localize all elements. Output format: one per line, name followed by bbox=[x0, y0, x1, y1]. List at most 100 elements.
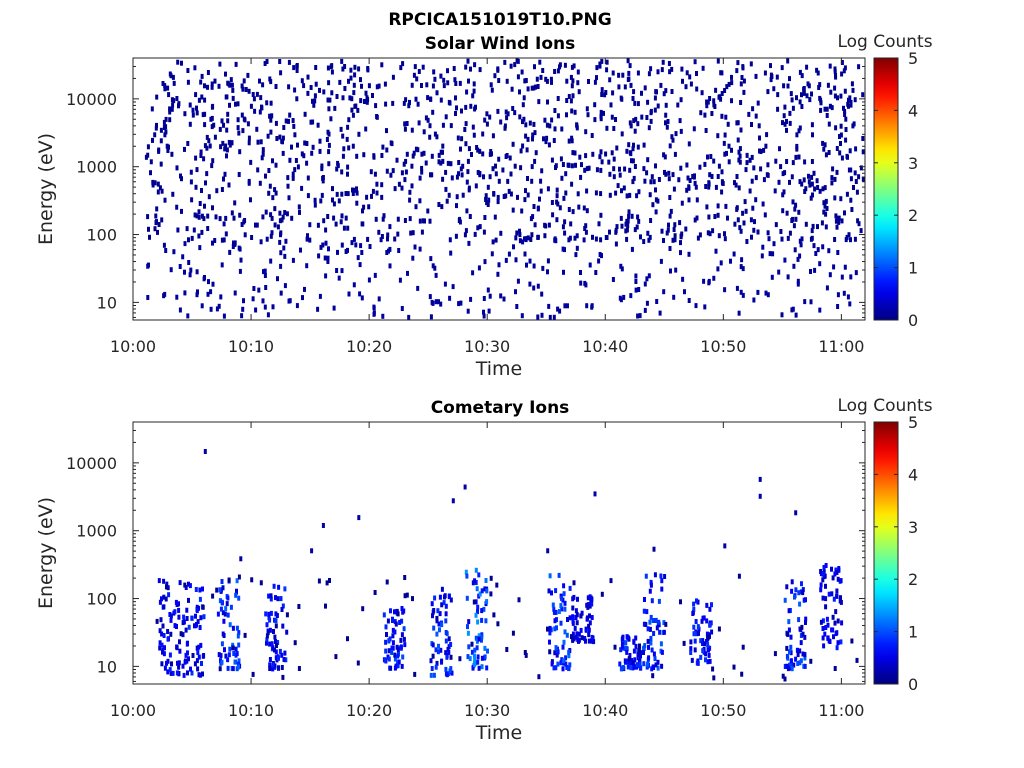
solar-wind-plot-frame bbox=[132, 57, 866, 321]
heatmap-cell bbox=[659, 641, 663, 647]
heatmap-cell bbox=[815, 178, 819, 184]
heatmap-cell bbox=[759, 166, 763, 172]
heatmap-cell bbox=[258, 180, 262, 186]
heatmap-cell bbox=[194, 613, 197, 619]
heatmap-cell bbox=[198, 245, 202, 251]
heatmap-cell bbox=[614, 227, 618, 233]
heatmap-cell bbox=[428, 218, 432, 224]
heatmap-cell bbox=[273, 647, 276, 653]
heatmap-cell bbox=[797, 590, 801, 596]
heatmap-cell bbox=[845, 234, 849, 240]
heatmap-cell bbox=[158, 640, 162, 646]
heatmap-cell bbox=[178, 264, 182, 269]
heatmap-cell bbox=[485, 121, 489, 127]
heatmap-cell bbox=[485, 665, 489, 671]
heatmap-cell bbox=[716, 203, 720, 209]
heatmap-cell bbox=[526, 176, 529, 181]
heatmap-cell bbox=[161, 81, 165, 86]
heatmap-cell bbox=[593, 491, 597, 497]
heatmap-cell bbox=[382, 213, 386, 219]
heatmap-cell bbox=[391, 168, 395, 174]
heatmap-cell bbox=[781, 192, 785, 198]
heatmap-cell bbox=[345, 136, 349, 142]
heatmap-cell bbox=[189, 666, 192, 672]
heatmap-cell bbox=[600, 159, 604, 165]
heatmap-cell bbox=[394, 609, 398, 615]
heatmap-cell bbox=[600, 87, 604, 93]
heatmap-cell bbox=[623, 658, 627, 664]
heatmap-cell bbox=[280, 652, 284, 658]
heatmap-cell bbox=[466, 308, 470, 314]
heatmap-cell bbox=[249, 159, 253, 165]
heatmap-cell bbox=[855, 189, 859, 195]
heatmap-cell bbox=[493, 214, 497, 220]
heatmap-cell bbox=[484, 193, 488, 199]
heatmap-cell bbox=[287, 59, 291, 65]
heatmap-cell bbox=[739, 81, 743, 87]
heatmap-cell bbox=[580, 635, 584, 641]
heatmap-cell bbox=[798, 69, 802, 75]
heatmap-cell bbox=[849, 99, 853, 105]
heatmap-cell bbox=[417, 69, 421, 74]
heatmap-cell bbox=[354, 242, 358, 248]
heatmap-cell bbox=[836, 95, 839, 101]
heatmap-cell bbox=[786, 83, 790, 89]
heatmap-cell bbox=[460, 136, 464, 142]
heatmap-cell bbox=[628, 120, 632, 126]
heatmap-cell bbox=[206, 84, 209, 90]
heatmap-cell bbox=[444, 114, 448, 120]
heatmap-cell bbox=[255, 222, 259, 228]
heatmap-cell bbox=[587, 638, 591, 644]
heatmap-cell bbox=[835, 146, 839, 151]
heatmap-cell bbox=[467, 187, 471, 193]
heatmap-cell bbox=[631, 96, 635, 101]
heatmap-cell bbox=[603, 92, 607, 98]
heatmap-cell bbox=[627, 70, 631, 76]
heatmap-cell bbox=[442, 83, 446, 89]
heatmap-cell bbox=[269, 610, 273, 616]
heatmap-cell bbox=[373, 171, 377, 177]
solar-wind-plot-area bbox=[133, 58, 865, 320]
heatmap-cell bbox=[831, 614, 835, 620]
heatmap-cell bbox=[160, 217, 164, 223]
heatmap-cell bbox=[220, 262, 224, 268]
heatmap-cell bbox=[595, 75, 598, 81]
heatmap-cell bbox=[651, 202, 655, 208]
heatmap-cell bbox=[843, 112, 847, 117]
solar-wind-x-tick-label: 10:50 bbox=[700, 337, 746, 356]
heatmap-cell bbox=[745, 239, 749, 244]
heatmap-cell bbox=[168, 667, 172, 673]
heatmap-cell bbox=[802, 90, 806, 96]
heatmap-cell bbox=[783, 597, 787, 603]
heatmap-cell bbox=[207, 279, 210, 285]
heatmap-cell bbox=[163, 83, 167, 89]
heatmap-cell bbox=[343, 86, 347, 91]
heatmap-cell bbox=[449, 161, 453, 167]
heatmap-cell bbox=[404, 169, 408, 175]
heatmap-cell bbox=[476, 619, 480, 625]
heatmap-cell bbox=[643, 597, 646, 602]
heatmap-cell bbox=[163, 291, 167, 297]
heatmap-cell bbox=[185, 226, 189, 232]
heatmap-cell bbox=[269, 596, 273, 602]
heatmap-cell bbox=[206, 213, 210, 219]
heatmap-cell bbox=[839, 132, 843, 138]
heatmap-cell bbox=[608, 229, 611, 235]
heatmap-cell bbox=[236, 125, 240, 131]
heatmap-cell bbox=[695, 71, 698, 76]
heatmap-cell bbox=[157, 578, 161, 584]
heatmap-cell bbox=[396, 611, 400, 617]
heatmap-cell bbox=[227, 182, 231, 188]
heatmap-cell bbox=[269, 129, 273, 135]
heatmap-cell bbox=[429, 256, 433, 262]
heatmap-cell bbox=[283, 283, 287, 289]
heatmap-cell bbox=[822, 146, 826, 152]
heatmap-cell bbox=[826, 82, 830, 88]
heatmap-cell bbox=[819, 619, 823, 625]
heatmap-cell bbox=[821, 635, 825, 641]
heatmap-cell bbox=[824, 198, 828, 204]
heatmap-cell bbox=[513, 163, 517, 169]
heatmap-cell bbox=[268, 627, 272, 633]
heatmap-cell bbox=[788, 230, 792, 236]
heatmap-cell bbox=[178, 307, 182, 313]
